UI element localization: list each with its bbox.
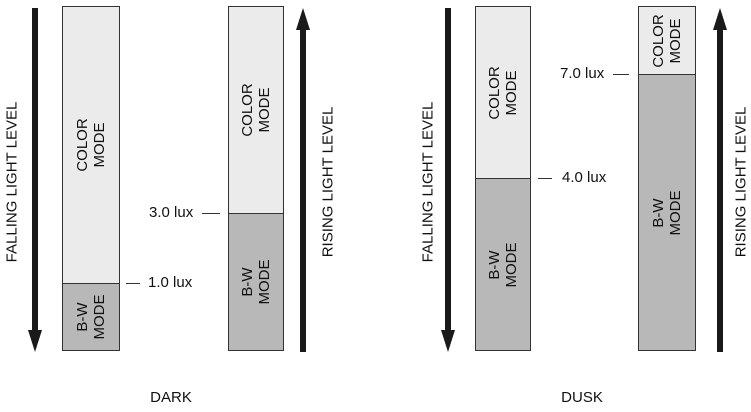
falling-light-label: FALLING LIGHT LEVEL: [419, 101, 437, 263]
threshold-tick: [126, 283, 140, 284]
bw-mode-segment: B-W MODE: [639, 75, 695, 350]
color-mode-segment: COLOR MODE: [476, 7, 530, 178]
falling-arrow-icon: [441, 8, 455, 352]
color-mode-segment: COLOR MODE: [639, 7, 695, 74]
threshold-line: [476, 178, 530, 179]
threshold-tick: [613, 74, 629, 75]
falling-mode-bar: COLOR MODE B-W MODE: [475, 6, 531, 351]
falling-arrow-icon: [28, 8, 42, 352]
threshold-lux-label: 1.0 lux: [148, 274, 193, 291]
threshold-tick: [538, 178, 552, 179]
threshold-line: [63, 283, 119, 284]
threshold-lux-label: 4.0 lux: [562, 169, 607, 186]
color-mode-segment: COLOR MODE: [63, 7, 119, 283]
color-mode-label: COLOR MODE: [74, 118, 108, 172]
rising-light-label: RISING LIGHT LEVEL: [319, 106, 337, 258]
bw-mode-segment: B-W MODE: [229, 214, 283, 350]
panel-title: DARK: [150, 389, 192, 406]
threshold-lux-label: 7.0 lux: [560, 65, 605, 82]
bw-mode-segment: B-W MODE: [476, 179, 530, 350]
bw-mode-label: B-W MODE: [74, 294, 108, 340]
color-mode-label: COLOR MODE: [650, 13, 684, 68]
rising-mode-bar: COLOR MODE B-W MODE: [638, 6, 696, 351]
panel-title: DUSK: [561, 389, 603, 406]
threshold-lux-label: 3.0 lux: [149, 204, 194, 221]
falling-mode-bar: COLOR MODE B-W MODE: [62, 6, 120, 351]
bw-mode-segment: B-W MODE: [63, 284, 119, 350]
threshold-tick: [202, 213, 220, 214]
threshold-line: [639, 74, 695, 75]
bw-mode-label: B-W MODE: [486, 242, 520, 287]
color-mode-label: COLOR MODE: [486, 65, 520, 120]
color-mode-label: COLOR MODE: [239, 83, 273, 137]
threshold-line: [229, 213, 283, 214]
rising-arrow-icon: [296, 8, 310, 352]
color-mode-segment: COLOR MODE: [229, 7, 283, 213]
bw-mode-label: B-W MODE: [650, 190, 684, 235]
rising-arrow-icon: [713, 8, 727, 352]
rising-light-label: RISING LIGHT LEVEL: [732, 106, 750, 258]
rising-mode-bar: COLOR MODE B-W MODE: [228, 6, 284, 351]
falling-light-label: FALLING LIGHT LEVEL: [3, 101, 21, 263]
bw-mode-label: B-W MODE: [239, 259, 273, 305]
